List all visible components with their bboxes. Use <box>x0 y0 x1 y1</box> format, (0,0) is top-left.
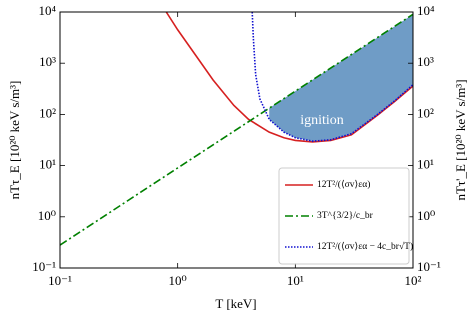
x-tick-label: 10² <box>405 273 422 288</box>
series-line <box>60 13 413 246</box>
legend-label: 3T^{3/2}/c_br <box>317 211 374 221</box>
y2-axis-label: nTτ'_E [10²⁰ keV s/m³] <box>453 79 468 200</box>
x-axis-label: T [keV] <box>215 296 256 311</box>
y-tick-label: 10⁻¹ <box>32 259 56 274</box>
y2-tick-label: 10³ <box>417 54 434 69</box>
legend-box <box>278 167 410 265</box>
ignition-region <box>269 14 413 142</box>
y2-tick-label: 10⁻¹ <box>417 259 441 274</box>
y-tick-label: 10¹ <box>39 157 56 172</box>
plot-area <box>60 12 413 246</box>
y2-tick-label: 10⁰ <box>417 208 435 223</box>
x-tick-label: 10⁻¹ <box>48 273 72 288</box>
y-tick-label: 10⁰ <box>38 208 56 223</box>
annotation: ignition <box>300 113 344 128</box>
y-tick-label: 10³ <box>39 54 56 69</box>
legend-label: 12T²/(⟨σv⟩εα − 4c_br√T) <box>317 241 413 252</box>
series-line <box>165 12 413 143</box>
y2-tick-label: 10¹ <box>417 157 434 172</box>
x-tick-label: 10⁰ <box>169 273 187 288</box>
axes-frame <box>59 11 414 269</box>
y-axis-label: nTτ_E [10²⁰ keV s/m³] <box>7 81 22 200</box>
x-tick-label: 10¹ <box>287 273 304 288</box>
series-line <box>251 12 413 142</box>
y-tick-label: 10⁴ <box>38 3 56 18</box>
legend-label: 12T²/(⟨σv⟩εα) <box>317 179 370 190</box>
y2-tick-label: 10² <box>417 105 434 120</box>
y2-tick-label: 10⁴ <box>417 3 435 18</box>
y-tick-label: 10² <box>39 105 56 120</box>
